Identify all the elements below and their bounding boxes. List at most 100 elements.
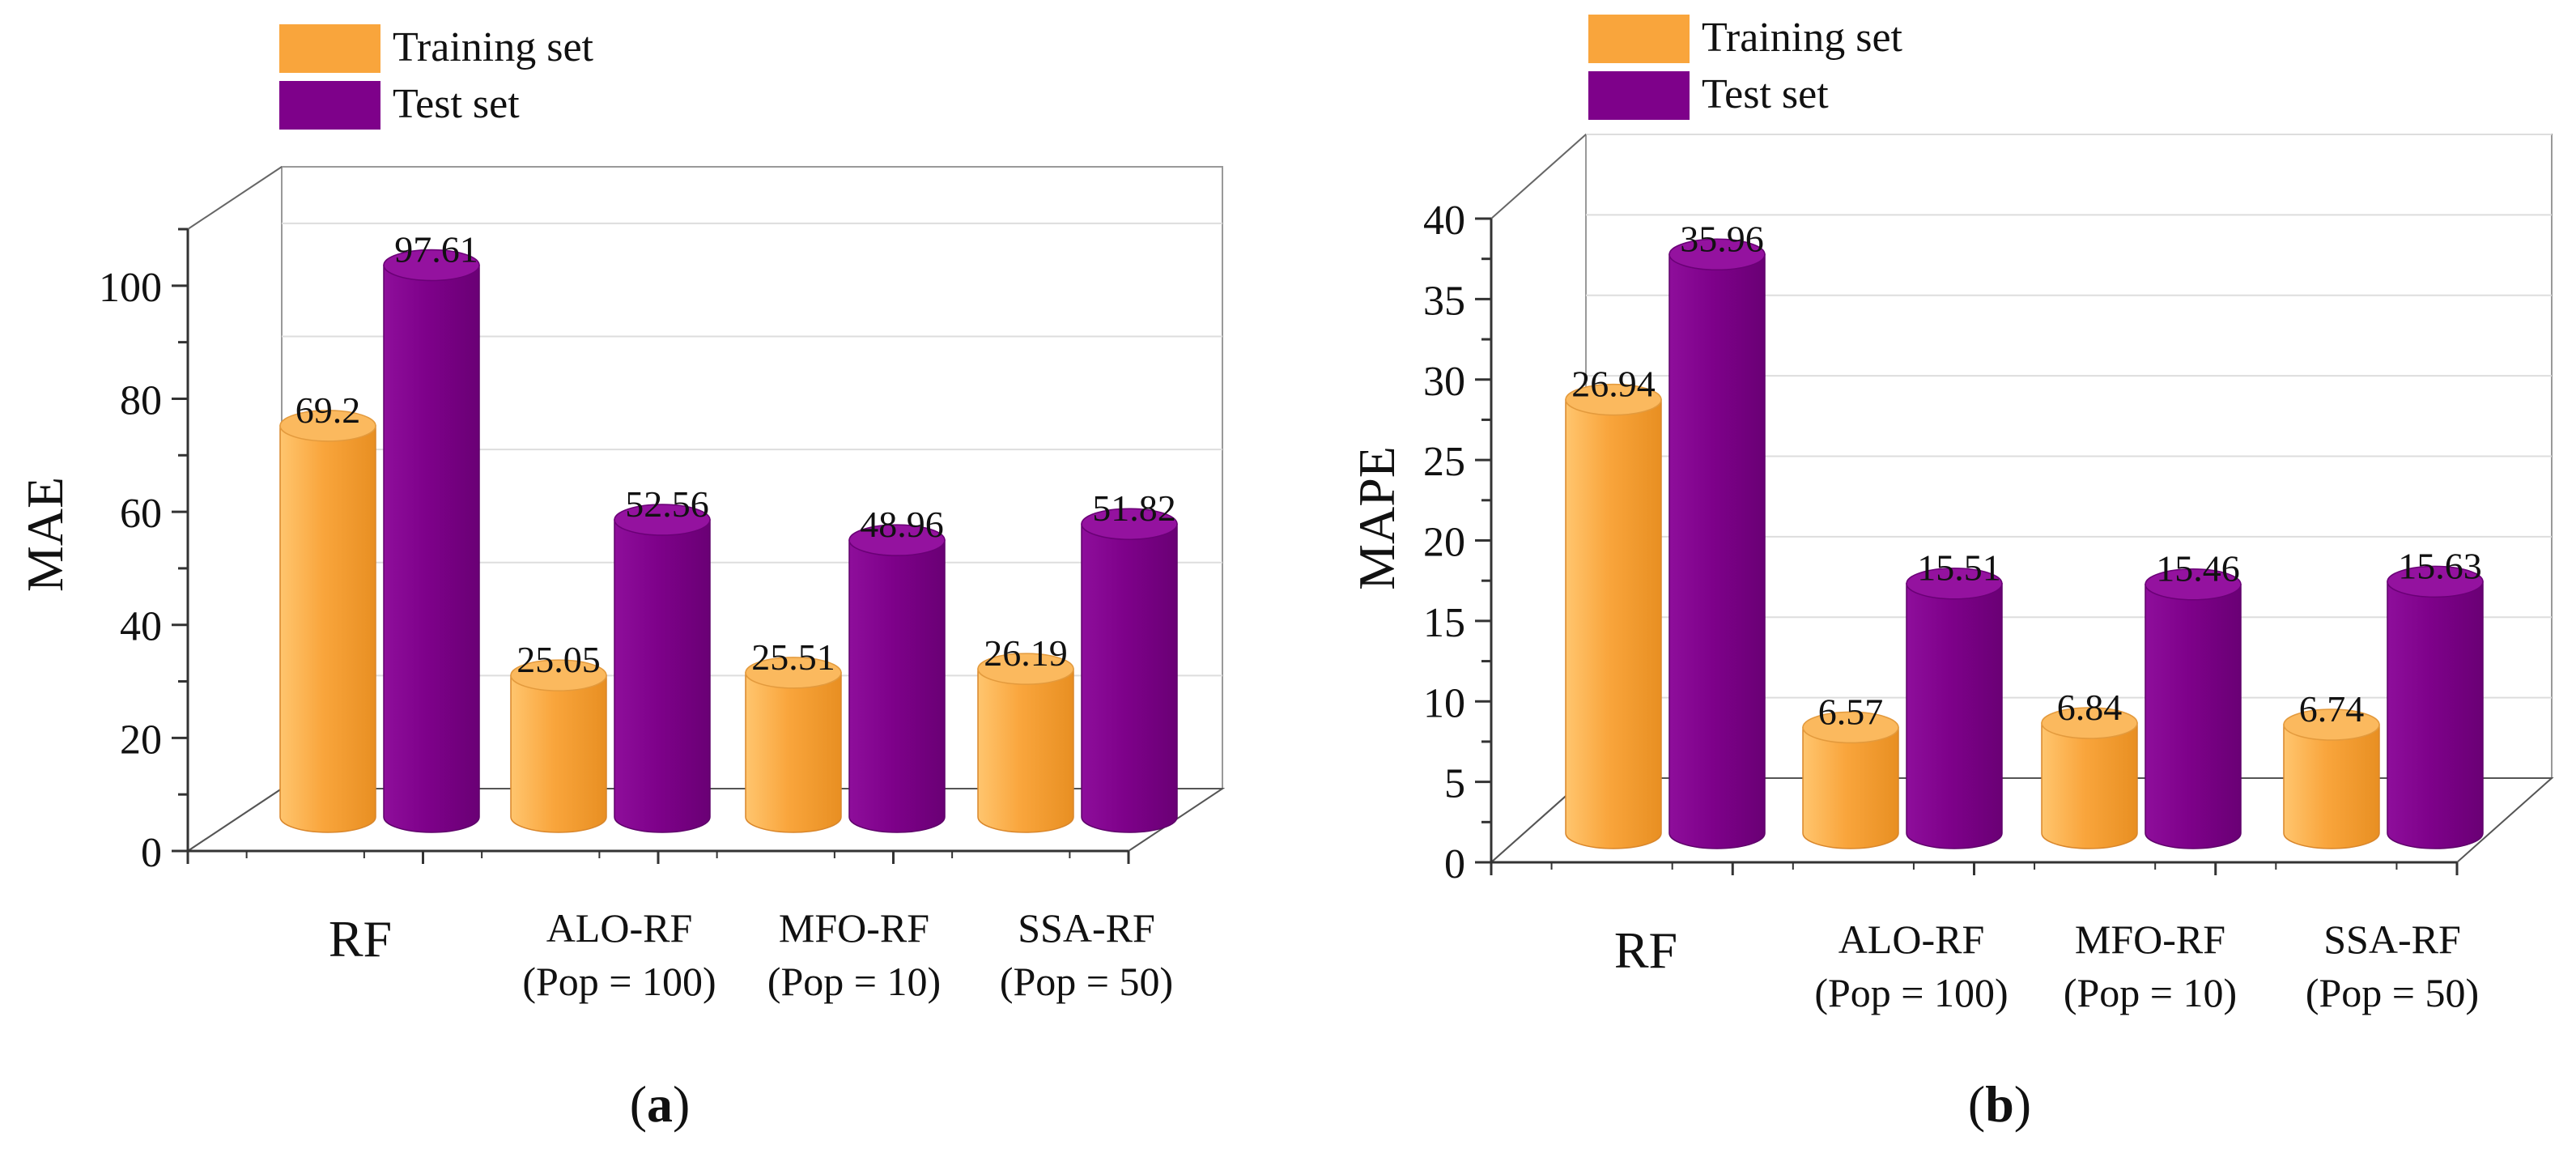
- x-axis-labels: RF ALO-RF (Pop = 100) MFO-RF (Pop = 10) SSA-R…: [329, 905, 1173, 1004]
- x-tick-label: RF: [1614, 921, 1677, 979]
- legend-label-training: Training set: [393, 24, 594, 70]
- y-tick-label: 30: [1423, 359, 1465, 405]
- side-wall-top-edge: [187, 166, 283, 230]
- bar-training-top: [977, 653, 1074, 685]
- data-label-training: 69.2: [295, 389, 361, 431]
- data-label-test: 15.63: [2398, 545, 2482, 586]
- y-tick-label: 0: [141, 830, 162, 876]
- y-tick-label: 35: [1423, 278, 1465, 324]
- bar-test-top: [1668, 238, 1766, 271]
- bar-test-top: [614, 504, 711, 536]
- data-label-training: 25.05: [516, 639, 601, 680]
- x-axis-labels: RF ALO-RF (Pop = 100) MFO-RF (Pop = 10) SSA-R…: [1614, 917, 2479, 1015]
- bar-test-top: [2387, 565, 2484, 598]
- data-label-training: 26.19: [984, 632, 1068, 674]
- x-axis-ticks: [1490, 862, 2459, 875]
- x-tick-label: ALO-RF: [546, 905, 693, 951]
- bar-test-body: [1906, 582, 2003, 849]
- x-tick-sublabel: (Pop = 10): [767, 959, 941, 1004]
- bar-test-top: [1081, 508, 1178, 540]
- panel-letter: a: [647, 1075, 673, 1133]
- bars: 26.94 35.96 6.57 15.51 6.84 15.46 6.74 15.63: [1565, 218, 2484, 849]
- side-wall-top-edge: [1490, 134, 1587, 219]
- x-tick-label: SSA-RF: [1018, 905, 1155, 951]
- bar-training-top: [1802, 711, 1899, 744]
- y-tick-label: 20: [120, 717, 162, 763]
- data-label-test: 48.96: [860, 504, 944, 545]
- bars: 69.2 97.61 25.05 52.56 25.51 48.96 26.19 51.82: [279, 229, 1178, 833]
- bar-test-body: [1081, 523, 1178, 833]
- bar-training-top: [745, 657, 842, 689]
- y-axis-title: MAE: [16, 477, 74, 592]
- x-axis-ticks: [186, 851, 1130, 864]
- panel-label: (a): [630, 1075, 691, 1133]
- data-label-training: 6.57: [1818, 691, 1884, 732]
- data-label-test: 35.96: [1680, 218, 1764, 259]
- legend-label-test: Test set: [1702, 71, 1829, 117]
- data-label-test: 97.61: [394, 229, 478, 270]
- bar-training-top: [2283, 708, 2380, 741]
- bar-training-top: [1565, 383, 1662, 416]
- y-tick-label: 15: [1423, 600, 1465, 646]
- y-tick-label: 60: [120, 491, 162, 537]
- bar-training-body: [510, 674, 607, 833]
- legend-swatch-test: [279, 81, 380, 130]
- panel-a: 0 20 40 60 80 100 RF ALO-RF (Pop = 100) MFO-RF (Po…: [16, 24, 1226, 1133]
- y-tick-label: 80: [120, 377, 162, 423]
- x-tick-sublabel: (Pop = 100): [522, 959, 716, 1004]
- bar-training-body: [1565, 398, 1662, 849]
- bar-training-body: [279, 425, 376, 833]
- bar-training-body: [1802, 726, 1899, 849]
- data-label-test: 15.51: [1917, 547, 2001, 589]
- panel-b: 0 5 10 15 20 25 30 35 40 RF ALO-RF (Pop = 100) MFO-R…: [1348, 15, 2554, 1133]
- bar-test-top: [848, 524, 946, 556]
- y-tick-label: 10: [1423, 680, 1465, 726]
- panel-label: (b): [1968, 1075, 2031, 1133]
- y-axis-title: MAPE: [1348, 446, 1405, 590]
- legend-swatch-training: [1588, 15, 1690, 63]
- y-tick-label: 40: [1423, 198, 1465, 244]
- bar-training-top: [279, 410, 376, 442]
- x-tick-label: SSA-RF: [2323, 917, 2461, 962]
- legend: Training set Test set: [279, 24, 594, 130]
- data-label-test: 15.46: [2156, 548, 2240, 589]
- bar-test-top: [1906, 567, 2003, 600]
- y-tick-label: 100: [99, 265, 162, 311]
- x-tick-label: MFO-RF: [2075, 917, 2225, 962]
- bar-training-body: [745, 672, 842, 833]
- panel-letter: b: [1985, 1075, 2014, 1133]
- bar-training-top: [510, 659, 607, 691]
- x-tick-label: MFO-RF: [779, 905, 929, 951]
- data-label-training: 26.94: [1571, 364, 1656, 405]
- bar-test-body: [614, 519, 711, 833]
- y-axis-ticks: 0 20 40 60 80 100: [99, 228, 188, 876]
- y-axis-title-group: MAE: [16, 477, 74, 592]
- y-axis-title-group: MAPE: [1348, 446, 1405, 590]
- bar-test-top: [383, 249, 480, 282]
- x-tick-sublabel: (Pop = 10): [2064, 970, 2237, 1015]
- y-axis-ticks: 0 5 10 15 20 25 30 35 40: [1423, 198, 1491, 887]
- data-label-test: 52.56: [625, 483, 709, 525]
- x-tick-sublabel: (Pop = 50): [2306, 970, 2479, 1015]
- y-tick-label: 0: [1444, 841, 1465, 887]
- legend-label-test: Test set: [393, 81, 520, 127]
- bar-test-body: [2145, 583, 2242, 849]
- legend-swatch-training: [279, 24, 380, 73]
- x-tick-sublabel: (Pop = 50): [1000, 959, 1173, 1004]
- legend-swatch-test: [1588, 71, 1690, 120]
- legend-label-training: Training set: [1702, 15, 1903, 61]
- bar-training-body: [2283, 724, 2380, 849]
- bar-test-top: [2145, 568, 2242, 601]
- y-tick-label: 20: [1423, 520, 1465, 566]
- bar-training-body: [2041, 722, 2138, 849]
- y-tick-label: 40: [120, 604, 162, 650]
- legend: Training set Test set: [1588, 15, 1903, 120]
- x-tick-sublabel: (Pop = 100): [1814, 970, 2008, 1015]
- data-label-training: 25.51: [751, 636, 835, 678]
- bar-test-body: [2387, 581, 2484, 849]
- data-label-test: 51.82: [1092, 487, 1176, 529]
- data-label-training: 6.74: [2299, 688, 2365, 730]
- bar-test-body: [383, 264, 480, 833]
